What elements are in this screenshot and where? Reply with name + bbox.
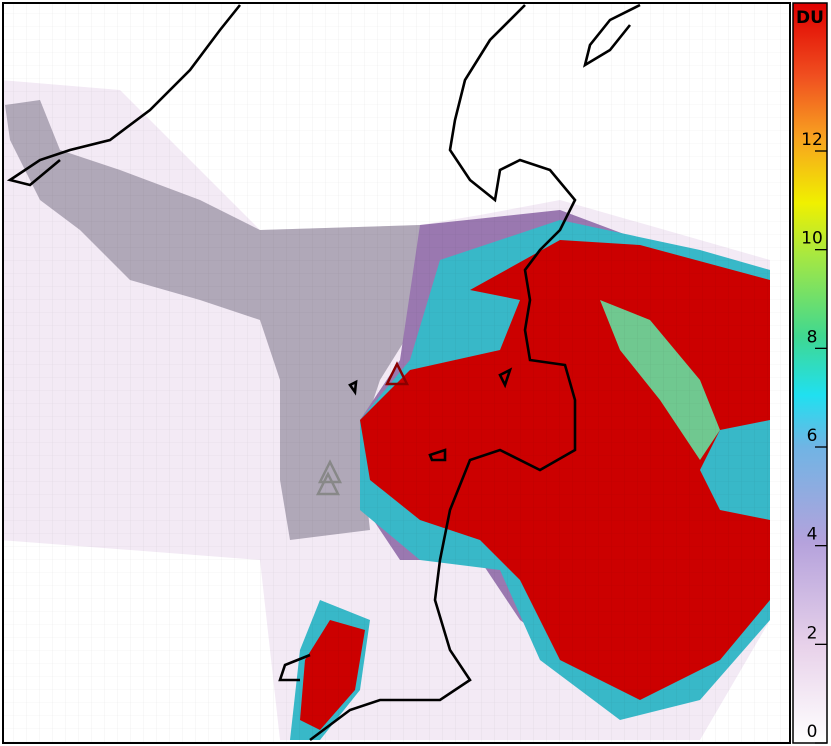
colorbar-tick-label: 10 [801, 229, 823, 249]
colorbar-tick-label: 0 [807, 722, 818, 742]
coastline [6, 3, 641, 742]
colorbar-scale [792, 2, 828, 744]
colorbar-tick-label: 8 [807, 327, 818, 347]
volcano-marker [384, 361, 410, 386]
colorbar-tick-label: 2 [807, 623, 818, 643]
map-frame [2, 2, 791, 744]
colorbar-tick-label: 4 [807, 525, 818, 545]
map-field [3, 3, 790, 743]
colorbar-tick-label: 6 [807, 426, 818, 446]
colorbar-tick-label: 12 [801, 130, 823, 150]
colorbar-unit: DU [796, 8, 824, 28]
colorbar: DU 0 2 4 6 8 10 12 [792, 2, 828, 744]
volcano-marker [315, 459, 343, 496]
